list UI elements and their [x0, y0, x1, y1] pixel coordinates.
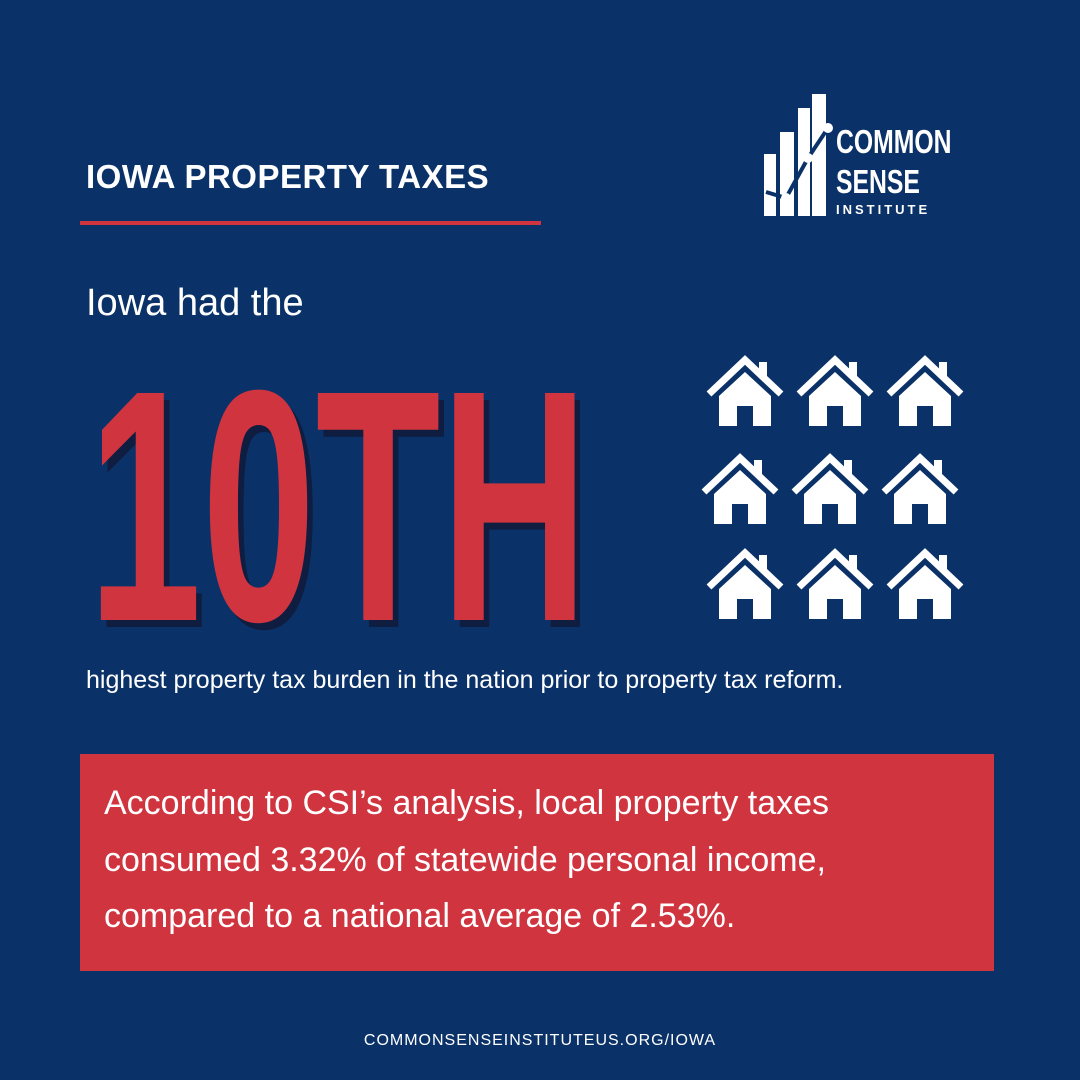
rank-text: 10TH: [88, 322, 588, 691]
house-icon: [889, 553, 961, 619]
intro-text: Iowa had the: [86, 282, 304, 324]
logo-text: INSTITUTE: [836, 202, 930, 217]
house-icon: [884, 458, 956, 524]
house-grid: [704, 360, 961, 619]
callout-line: compared to a national average of 2.53%.: [104, 897, 736, 935]
callout-box: According to CSI’s analysis, local prope…: [80, 754, 994, 971]
callout-line: According to CSI’s analysis, local prope…: [104, 784, 830, 822]
house-icon: [799, 360, 871, 426]
logo-mark: [764, 94, 833, 216]
house-icon: [794, 458, 866, 524]
house-icon: [799, 553, 871, 619]
logo-text: COMMON: [836, 125, 951, 161]
footer-url: COMMONSENSEINSTITUTEUS.ORG/IOWA: [363, 1032, 717, 1049]
title-rule: [80, 221, 541, 225]
house-icon: [709, 553, 781, 619]
rank-shadow: 10TH: [94, 329, 594, 698]
header-title: IOWA PROPERTY TAXES: [86, 158, 490, 195]
callout-line: consumed 3.32% of statewide personal inc…: [104, 841, 826, 879]
house-icon: [704, 458, 776, 524]
house-icon: [889, 360, 961, 426]
rank-caption: highest property tax burden in the natio…: [86, 666, 844, 694]
logo-text: SENSE: [836, 165, 920, 201]
house-icon: [709, 360, 781, 426]
